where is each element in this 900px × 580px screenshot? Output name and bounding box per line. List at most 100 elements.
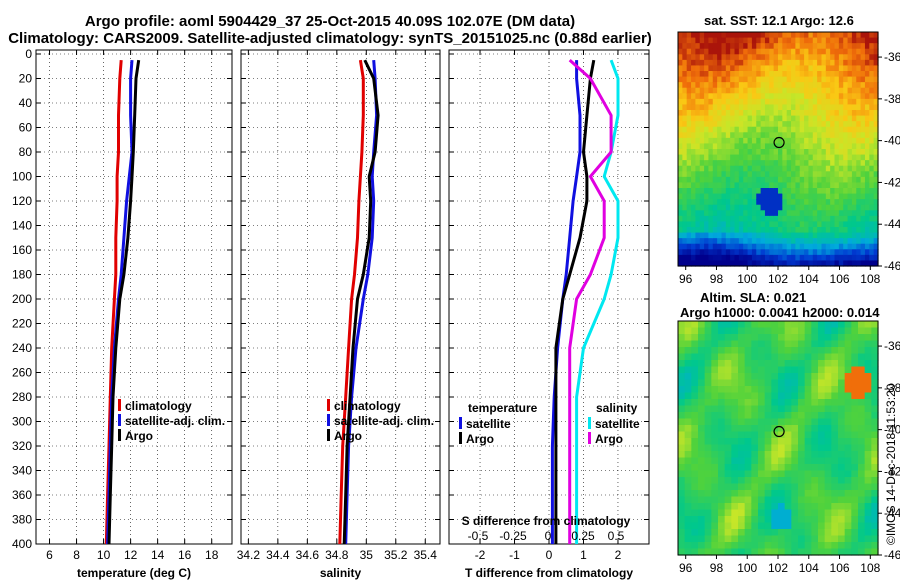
map-cell	[808, 93, 814, 100]
map-cell	[831, 444, 839, 452]
x-tick-label: 14	[151, 548, 165, 562]
map-cell	[864, 182, 870, 189]
map-cell	[725, 115, 731, 122]
map-cell	[782, 210, 788, 217]
map-cell	[804, 535, 812, 543]
map-cell	[821, 165, 827, 172]
map-cell	[812, 48, 818, 55]
map-cell	[678, 327, 686, 335]
map-cell	[782, 215, 788, 223]
map-cell	[844, 535, 852, 543]
map-cell	[699, 32, 705, 39]
map-cell	[738, 373, 746, 381]
map-cell	[725, 126, 731, 133]
map-cell	[834, 160, 840, 167]
map-cell	[799, 126, 805, 133]
map-cell	[856, 232, 862, 239]
map-cell	[751, 65, 757, 72]
map-cell	[724, 542, 732, 550]
map-cell	[782, 249, 788, 256]
map-cell	[686, 199, 692, 206]
map-cell	[756, 154, 762, 161]
map-cell	[738, 149, 744, 156]
map-cell	[682, 37, 688, 44]
map-cell	[869, 260, 875, 267]
x-tick-label: 6	[46, 548, 53, 562]
map-cell	[795, 171, 801, 178]
map-cell	[856, 126, 862, 133]
map-cell	[773, 93, 779, 100]
map-cell	[860, 98, 866, 106]
map-cell	[738, 477, 746, 485]
depth-tick-label: 40	[19, 96, 33, 110]
map-cell	[731, 412, 739, 420]
map-cell	[730, 93, 736, 100]
map-cell	[704, 438, 712, 446]
map-cell	[764, 65, 770, 72]
map-cell	[704, 32, 710, 39]
map-cell	[708, 243, 714, 250]
map-cell	[825, 176, 831, 184]
map-cell	[804, 470, 812, 478]
map-cell	[743, 137, 749, 145]
map-cell	[760, 132, 766, 139]
map-cell	[764, 477, 772, 485]
map-cell	[738, 405, 746, 413]
map-cell	[791, 477, 799, 485]
map-cell	[721, 154, 727, 161]
map-cell	[851, 104, 857, 111]
map-cell	[764, 98, 770, 106]
map-cell	[734, 104, 740, 111]
map-cell	[817, 110, 823, 117]
map-cell	[834, 193, 840, 200]
map-cell	[778, 490, 786, 498]
map-cell	[838, 496, 846, 504]
map-cell	[691, 360, 699, 368]
map-cell	[747, 37, 753, 44]
map-cell	[847, 221, 853, 228]
map-cell	[725, 137, 731, 145]
map-cell	[873, 221, 879, 228]
map-cell	[804, 425, 812, 433]
map-cell	[821, 193, 827, 200]
map-cell	[708, 32, 714, 39]
map-cell	[711, 360, 719, 368]
map-cell	[778, 548, 786, 556]
map-cell	[708, 188, 714, 195]
map-cell	[834, 199, 840, 206]
map-cell	[684, 392, 692, 400]
map-cell	[747, 59, 753, 67]
map-cell	[691, 87, 696, 94]
map-cell	[871, 548, 879, 556]
map-cell	[817, 215, 823, 223]
map-cell	[758, 327, 766, 335]
map-cell	[699, 71, 705, 78]
map-cell	[811, 529, 819, 537]
map-cell	[738, 221, 744, 228]
map-cell	[795, 93, 801, 100]
map-cell	[795, 104, 801, 111]
map-cell	[760, 199, 766, 206]
map-cell	[784, 399, 792, 407]
map-cell	[864, 137, 870, 145]
map-cell	[769, 188, 775, 195]
map-cell	[738, 71, 744, 78]
map-cell	[864, 340, 872, 348]
map-cell	[831, 516, 839, 524]
map-cell	[791, 418, 799, 426]
map-cell	[843, 182, 849, 189]
map-cell	[724, 470, 732, 478]
map-cell	[825, 32, 831, 39]
map-cell	[856, 204, 862, 211]
map-cell	[738, 143, 744, 150]
map-cell	[708, 87, 714, 94]
map-cell	[811, 483, 819, 491]
map-cell	[695, 243, 701, 250]
map-cell	[818, 509, 826, 517]
map-cell	[758, 418, 766, 426]
map-cell	[717, 193, 723, 200]
map-cell	[831, 347, 839, 355]
map-cell	[818, 444, 826, 452]
map-cell	[758, 405, 766, 413]
map-cell	[858, 386, 866, 394]
